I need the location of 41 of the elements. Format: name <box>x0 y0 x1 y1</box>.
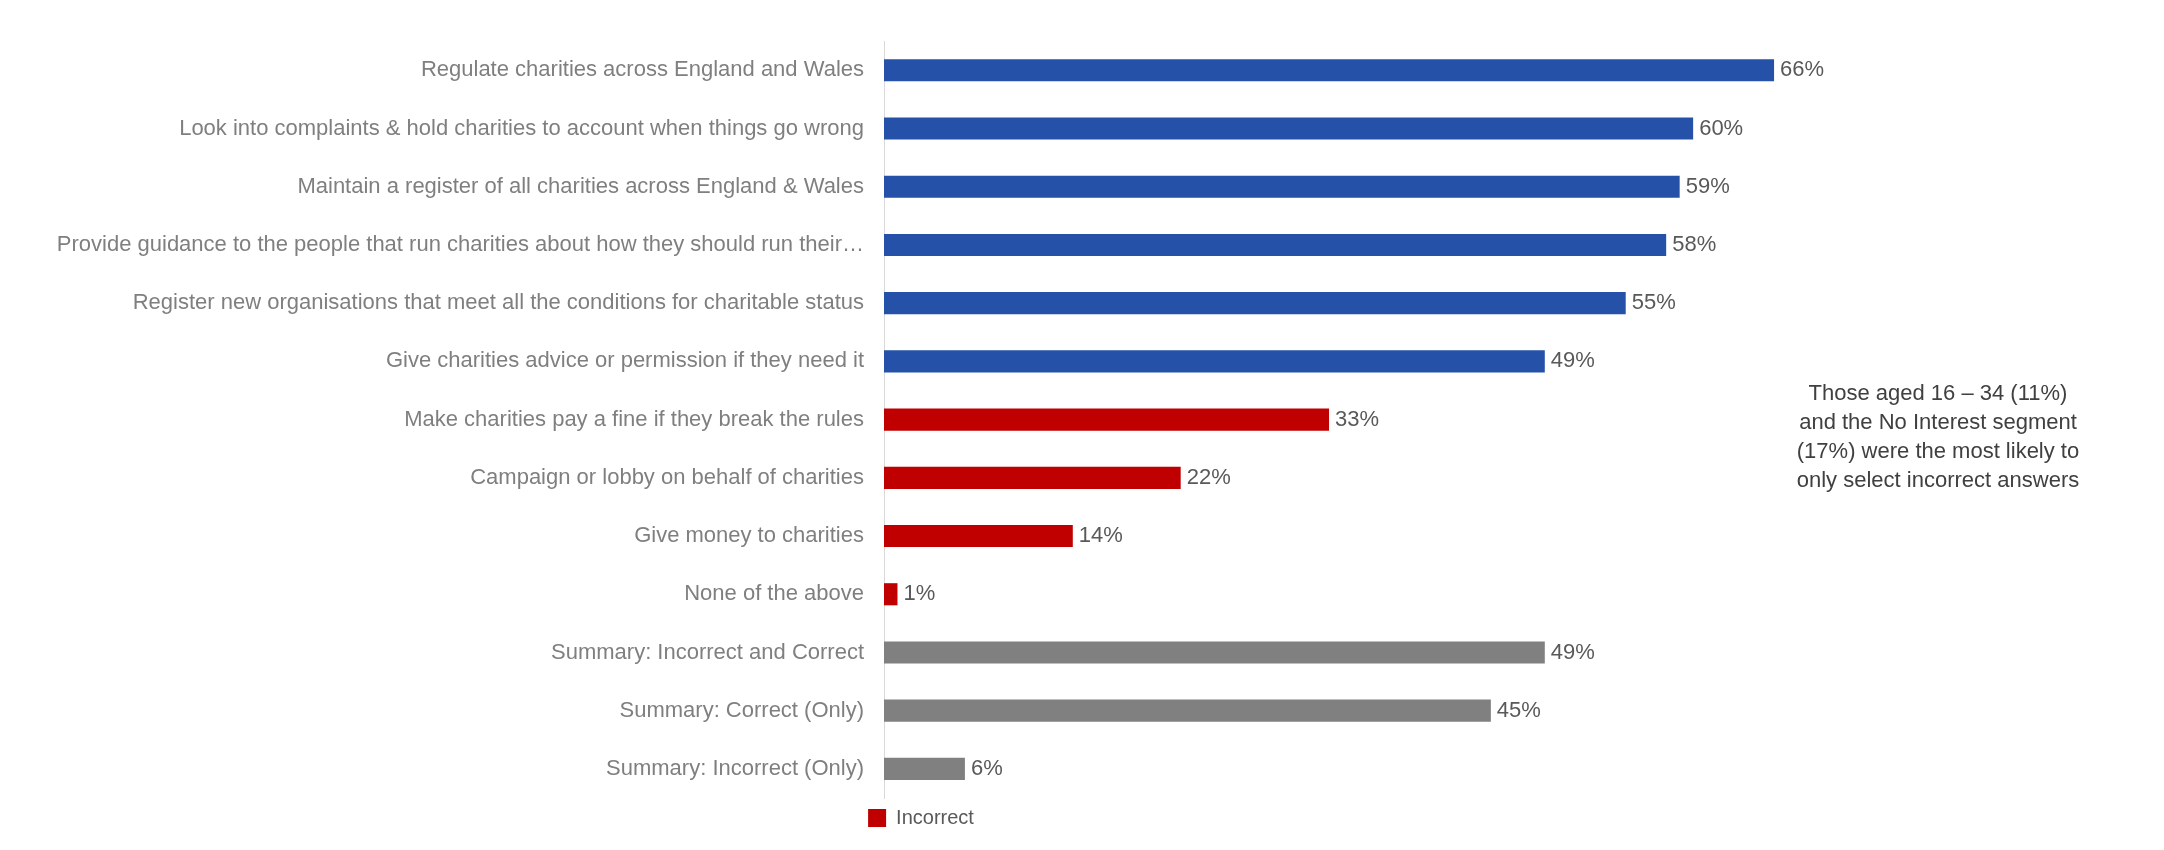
data-label: 6% <box>970 754 1003 780</box>
y-tick-label: Look into complaints & hold charities to account when things go wrong <box>179 114 864 140</box>
y-tick-label: Regulate charities across England and Wales <box>420 56 864 82</box>
data-label: 58% <box>1672 231 1717 257</box>
y-tick-label: Give money to charities <box>634 522 864 548</box>
bar <box>884 641 1545 664</box>
y-tick-label: None of the above <box>684 580 864 606</box>
y-tick-label: Maintain a register of all charities across England & Wales <box>297 172 864 198</box>
bar <box>884 466 1181 489</box>
data-label: 1% <box>903 580 936 606</box>
data-label: 14% <box>1078 522 1123 548</box>
data-label: 49% <box>1550 347 1595 373</box>
data-label: 60% <box>1699 114 1744 140</box>
data-label: 45% <box>1496 696 1541 722</box>
y-tick-label: Summary: Correct (Only) <box>619 696 864 722</box>
text: Those aged 16 – 34 (11%) and the No Interest segment (17%) were the most likely to only select incorrect answers <box>1795 379 2081 494</box>
y-tick-label: Summary: Incorrect and Correct <box>551 638 864 664</box>
bar <box>884 292 1626 315</box>
legend-label: Incorrect <box>896 805 975 828</box>
bar <box>884 117 1694 140</box>
bar <box>884 757 965 780</box>
bar <box>884 175 1680 198</box>
y-tick-label: Register new organisations that meet all the conditions for charitable status <box>132 289 864 315</box>
data-label: 55% <box>1631 289 1676 315</box>
data-label: 33% <box>1335 405 1380 431</box>
y-tick-label: Provide guidance to the people that run charities about how they should run their… <box>56 231 864 257</box>
data-label: 49% <box>1550 638 1595 664</box>
bar <box>884 350 1545 373</box>
y-tick-label: Give charities advice or permission if they need it <box>385 347 864 373</box>
y-tick-label: Make charities pay a fine if they break the rules <box>404 405 864 431</box>
y-tick-label: Campaign or lobby on behalf of charities <box>470 463 864 489</box>
bar <box>884 524 1073 548</box>
data-label: 66% <box>1780 56 1825 82</box>
y-tick-label: Summary: Incorrect (Only) <box>606 754 864 780</box>
bar <box>884 583 898 606</box>
data-label: 59% <box>1685 172 1730 198</box>
bar <box>884 699 1491 722</box>
bar <box>884 233 1667 257</box>
bar <box>884 59 1775 82</box>
data-label: 22% <box>1186 463 1231 489</box>
bar <box>884 408 1330 431</box>
